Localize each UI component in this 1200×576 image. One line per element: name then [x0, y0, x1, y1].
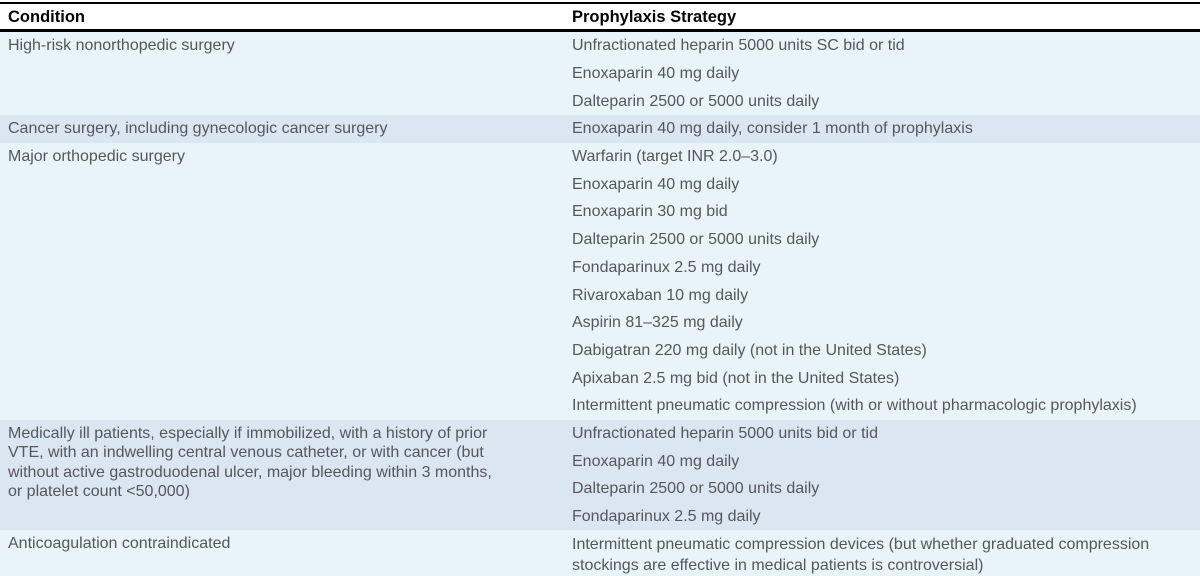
strategy-item: Fondaparinux 2.5 mg daily: [572, 258, 761, 276]
table-row: Anticoagulation contraindicated Intermit…: [0, 530, 1200, 576]
column-header-condition: Condition: [8, 8, 85, 26]
condition-text: High-risk nonorthopedic surgery: [8, 37, 235, 54]
table-row: Major orthopedic surgery Warfarin (targe…: [0, 142, 1200, 420]
condition-text: Anticoagulation contraindicated: [8, 535, 231, 553]
table-row: Medically ill patients, especially if im…: [0, 419, 1200, 531]
strategy-item: Rivaroxaban 10 mg daily: [572, 286, 749, 304]
condition-cell: High-risk nonorthopedic surgery: [0, 32, 572, 115]
strategy-item: Intermittent pneumatic compression (with…: [572, 397, 1137, 415]
condition-cell: Anticoagulation contraindicated: [0, 530, 572, 576]
strategies-cell: Unfractionated heparin 5000 units bid or…: [572, 420, 1200, 531]
strategy-item: Intermittent pneumatic compression devic…: [572, 535, 1150, 574]
table-header-row: Condition Prophylaxis Strategy: [0, 2, 1200, 32]
condition-text: Major orthopedic surgery: [8, 147, 185, 165]
table-row: High-risk nonorthopedic surgery Unfracti…: [0, 32, 1200, 116]
table-row: Cancer surgery, including gynecologic ca…: [0, 115, 1200, 143]
column-header-prophylaxis-strategy: Prophylaxis Strategy: [572, 8, 737, 26]
strategy-item: Unfractionated heparin 5000 units SC bid…: [572, 37, 905, 55]
condition-text: Medically ill patients, especially if im…: [8, 424, 492, 501]
strategy-item: Enoxaparin 40 mg daily, consider 1 month…: [572, 120, 973, 138]
table-body: High-risk nonorthopedic surgery Unfracti…: [0, 32, 1200, 576]
strategy-item: Fondaparinux 2.5 mg daily: [572, 508, 761, 526]
condition-cell: Medically ill patients, especially if im…: [0, 420, 572, 531]
strategy-item: Aspirin 81–325 mg daily: [572, 314, 743, 332]
strategy-item: Unfractionated heparin 5000 units bid or…: [572, 424, 878, 442]
strategy-item: Dalteparin 2500 or 5000 units daily: [572, 92, 820, 110]
strategy-item: Enoxaparin 30 mg bid: [572, 203, 728, 221]
strategies-cell: Intermittent pneumatic compression devic…: [572, 530, 1200, 576]
strategy-item: Warfarin (target INR 2.0–3.0): [572, 148, 778, 166]
condition-text: Cancer surgery, including gynecologic ca…: [8, 120, 388, 138]
strategy-item: Enoxaparin 40 mg daily: [572, 175, 740, 193]
condition-cell: Cancer surgery, including gynecologic ca…: [0, 115, 572, 143]
strategy-item: Dalteparin 2500 or 5000 units daily: [572, 231, 820, 249]
strategies-cell: Warfarin (target INR 2.0–3.0) Enoxaparin …: [572, 143, 1200, 420]
strategy-item: Apixaban 2.5 mg bid (not in the United S…: [572, 369, 900, 387]
strategies-cell: Enoxaparin 40 mg daily, consider 1 month…: [572, 115, 1200, 143]
strategy-item: Enoxaparin 40 mg daily: [572, 452, 740, 470]
strategies-cell: Unfractionated heparin 5000 units SC bid…: [572, 32, 1200, 115]
strategy-item: Dabigatran 220 mg daily (not in the Unit…: [572, 341, 927, 359]
strategy-item: Enoxaparin 40 mg daily: [572, 65, 740, 83]
strategy-item: Dalteparin 2500 or 5000 units daily: [572, 480, 820, 498]
condition-cell: Major orthopedic surgery: [0, 143, 572, 420]
